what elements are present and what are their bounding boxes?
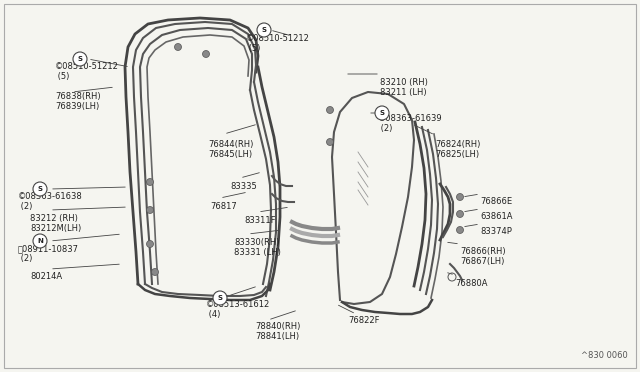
Text: ©08510-51212
 (5): ©08510-51212 (5) [246,34,310,54]
Circle shape [175,44,182,51]
Text: 76866E: 76866E [480,197,512,206]
Text: 80214A: 80214A [30,272,62,281]
Circle shape [257,23,271,37]
Text: ©08513-61612
 (4): ©08513-61612 (4) [206,300,270,320]
Circle shape [152,269,159,276]
Text: 76817: 76817 [210,202,237,211]
Text: S: S [77,56,83,62]
Circle shape [375,106,389,120]
Circle shape [147,179,154,186]
Text: 83330(RH)
83331 (LH): 83330(RH) 83331 (LH) [234,238,281,257]
Circle shape [73,52,87,66]
Circle shape [326,138,333,145]
Text: 76838(RH)
76839(LH): 76838(RH) 76839(LH) [55,92,100,111]
Circle shape [33,182,47,196]
Text: 76822F: 76822F [348,316,380,325]
Text: 78840(RH)
78841(LH): 78840(RH) 78841(LH) [255,322,300,341]
Circle shape [326,106,333,113]
Text: 76824(RH)
76825(LH): 76824(RH) 76825(LH) [435,140,481,159]
Text: 83212 (RH)
83212M(LH): 83212 (RH) 83212M(LH) [30,214,81,233]
Text: 83374P: 83374P [480,227,512,236]
Text: ^830 0060: ^830 0060 [581,351,628,360]
Text: 63861A: 63861A [480,212,513,221]
Text: 76844(RH)
76845(LH): 76844(RH) 76845(LH) [208,140,253,159]
Circle shape [213,291,227,305]
Circle shape [33,234,47,248]
Text: ⓝ08911-10837
 (2): ⓝ08911-10837 (2) [18,244,79,263]
Text: ©08363-61639
 (2): ©08363-61639 (2) [378,114,443,134]
Text: 83210 (RH)
83211 (LH): 83210 (RH) 83211 (LH) [380,78,428,97]
Text: 83311F: 83311F [244,216,275,225]
Circle shape [456,227,463,234]
Circle shape [456,193,463,201]
Text: ©08510-51212
 (5): ©08510-51212 (5) [55,62,119,81]
Text: S: S [218,295,223,301]
Circle shape [202,51,209,58]
Text: 83335: 83335 [230,182,257,191]
Circle shape [147,206,154,214]
Text: S: S [262,27,266,33]
Text: 76880A: 76880A [455,279,488,288]
Text: N: N [37,238,43,244]
Circle shape [147,241,154,247]
Text: S: S [38,186,42,192]
Circle shape [456,211,463,218]
Text: 76866(RH)
76867(LH): 76866(RH) 76867(LH) [460,247,506,266]
Text: S: S [380,110,385,116]
Text: ©08363-61638
 (2): ©08363-61638 (2) [18,192,83,211]
